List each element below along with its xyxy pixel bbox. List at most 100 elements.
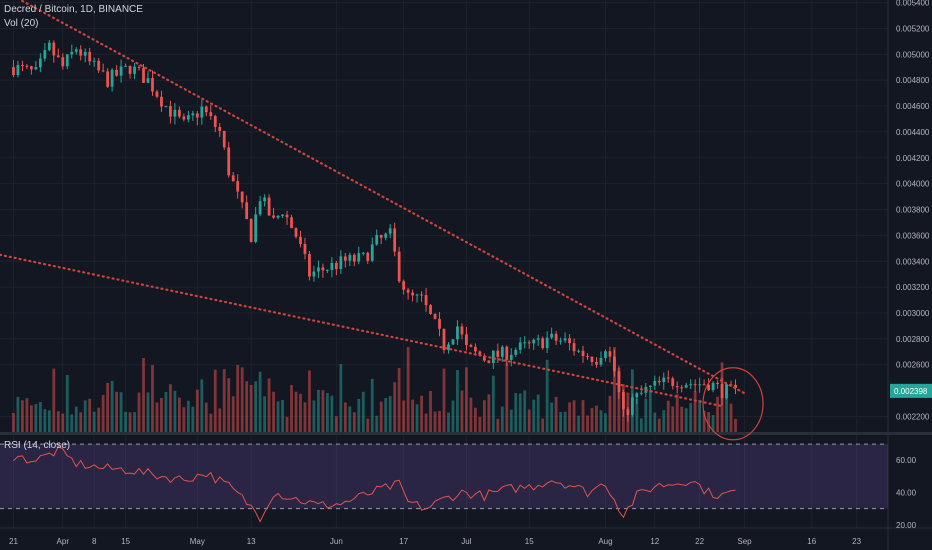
volume-bar: [581, 400, 585, 432]
candle: [25, 64, 29, 70]
candle-body: [348, 254, 352, 261]
candle: [124, 63, 127, 67]
candle-body: [56, 55, 60, 58]
candle: [334, 261, 338, 276]
time-axis[interactable]: 21 Apr 8 15 May 13 Jun 17 Jul 15 Aug 12 22 Sep 16 23: [9, 537, 862, 546]
candle-body: [142, 67, 145, 83]
candle: [186, 110, 190, 123]
volume-bar: [133, 412, 136, 432]
candle-body: [648, 385, 652, 387]
volume-bar: [339, 364, 343, 432]
candle: [151, 70, 154, 96]
candle-body: [70, 51, 74, 55]
candle: [622, 389, 625, 417]
candle-body: [294, 228, 298, 237]
candle: [70, 44, 74, 59]
candle-body: [303, 244, 307, 255]
candle-body: [285, 214, 289, 218]
candle-body: [433, 313, 437, 319]
candle-body: [164, 106, 168, 108]
candle-body: [137, 66, 141, 68]
price-tick-label: 0.003600: [896, 231, 930, 240]
volume-bar: [43, 409, 47, 432]
price-tick-label: 0.003200: [896, 283, 930, 292]
candle-body: [393, 228, 397, 252]
volume-bar: [514, 393, 518, 432]
volume-bar: [326, 392, 329, 432]
price-candles[interactable]: [12, 40, 737, 422]
price-tick-label: 0.004200: [896, 154, 930, 163]
volume-bar: [662, 410, 666, 432]
candle-body: [204, 106, 208, 113]
candle-body: [527, 342, 531, 344]
candle-body: [586, 356, 589, 358]
volume-bar: [379, 401, 383, 432]
volume-bar: [657, 418, 661, 432]
volume-bar: [334, 416, 338, 432]
volume-bar: [460, 390, 464, 432]
candle-body: [487, 360, 491, 364]
candle: [92, 57, 96, 67]
candle: [689, 379, 693, 389]
volume-bar: [308, 370, 311, 432]
candle-body: [720, 383, 724, 399]
rsi-pane[interactable]: [0, 443, 888, 523]
candle: [303, 237, 307, 260]
candle-body: [411, 292, 414, 296]
candle-body: [379, 234, 383, 238]
candle: [146, 70, 150, 84]
candle-body: [258, 201, 262, 215]
volume-bar: [465, 367, 468, 432]
candle-body: [523, 342, 527, 344]
candle: [429, 303, 432, 315]
trendlines: [0, 0, 746, 408]
candle-body: [97, 60, 101, 71]
volume-bar: [734, 418, 737, 432]
candle-body: [684, 385, 688, 388]
candle-body: [424, 295, 428, 306]
candle: [698, 377, 702, 393]
volume-bar: [231, 396, 235, 432]
price-axis[interactable]: 0.005400 0.005200 0.005000 0.004800 0.004600…: [890, 0, 932, 530]
candle: [330, 257, 334, 278]
candle: [339, 250, 343, 274]
rsi-tick-label: 60.00: [896, 456, 917, 465]
time-tick-label: Apr: [57, 537, 70, 546]
candle-body: [357, 253, 361, 262]
candle: [299, 230, 302, 248]
candle-body: [514, 349, 518, 355]
volume-bar: [38, 402, 42, 432]
volume-bar: [79, 412, 83, 432]
candle: [357, 246, 361, 265]
rsi-legend[interactable]: RSI (14, close): [4, 440, 71, 451]
candle-body: [671, 378, 675, 386]
candle-body: [429, 305, 432, 314]
volume-bar: [290, 385, 293, 432]
candle: [604, 349, 607, 362]
candle: [653, 375, 657, 391]
candle-body: [74, 49, 78, 52]
volume-bar: [456, 370, 459, 432]
candle: [639, 385, 643, 396]
volume-bar: [496, 418, 500, 432]
volume-bar: [52, 368, 56, 432]
candle: [657, 376, 661, 386]
rsi-line: [13, 445, 736, 523]
candle: [290, 214, 293, 229]
symbol-legend[interactable]: Decred / Bitcoin, 1D, BINANCE: [4, 4, 143, 15]
candle: [563, 332, 567, 343]
time-tick-label: 8: [92, 537, 97, 546]
volume-bar: [550, 402, 554, 432]
volume-legend[interactable]: Vol (20): [4, 18, 39, 29]
candle-body: [339, 256, 343, 270]
volume-bar: [447, 412, 450, 432]
candle: [500, 345, 504, 362]
volume-bar: [236, 364, 240, 432]
volume-bar: [568, 402, 571, 432]
candle-body: [321, 267, 325, 271]
candle-body: [334, 262, 338, 270]
candle-body: [563, 338, 567, 341]
price-tick-label: 0.004600: [896, 102, 930, 111]
candle: [541, 336, 545, 350]
candle-body: [500, 346, 504, 357]
